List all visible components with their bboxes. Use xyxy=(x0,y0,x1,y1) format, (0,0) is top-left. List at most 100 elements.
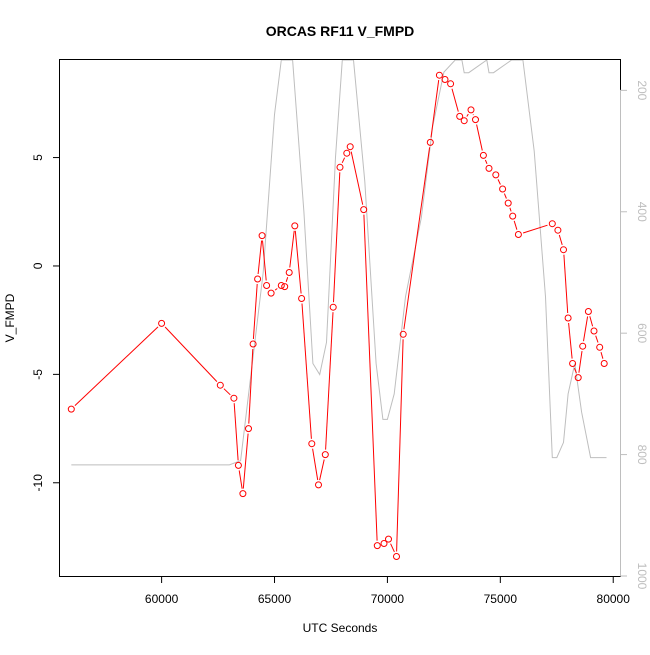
data-point xyxy=(361,207,367,213)
x-tick-label: 60000 xyxy=(145,592,179,606)
y-tick-label: -5 xyxy=(31,369,45,380)
series-line-segment xyxy=(243,434,248,489)
series-line-segment xyxy=(579,351,582,373)
data-point xyxy=(299,296,305,302)
series-line-segment xyxy=(596,336,598,343)
y2-tick-label: 200 xyxy=(635,80,649,100)
y2-tick-label: 600 xyxy=(635,323,649,343)
series-line-segment xyxy=(234,403,238,460)
data-point xyxy=(330,304,336,310)
series-line-segment xyxy=(564,255,568,313)
data-point xyxy=(500,186,506,192)
series-line-segment xyxy=(224,389,230,395)
series-line-segment xyxy=(313,449,318,480)
data-point xyxy=(231,395,237,401)
plot-frame xyxy=(60,60,621,577)
series-line-segment xyxy=(477,125,483,151)
series-line-segment xyxy=(320,460,325,481)
data-point xyxy=(505,200,511,206)
data-point xyxy=(337,164,343,170)
y2-tick-label: 1000 xyxy=(635,563,649,590)
data-point xyxy=(292,223,298,229)
data-point xyxy=(264,283,270,289)
y-axis-label: V_FMPD xyxy=(3,293,17,342)
data-point xyxy=(386,536,392,542)
series-line-segment xyxy=(584,316,588,341)
series-line-segment xyxy=(364,215,377,541)
series-line-pressure xyxy=(71,60,606,465)
data-point xyxy=(468,107,474,113)
data-point xyxy=(344,150,350,156)
series-line-segment xyxy=(342,158,344,163)
data-point xyxy=(374,543,380,549)
series-line-segment xyxy=(351,152,363,205)
y2-tick-label: 400 xyxy=(635,202,649,222)
data-point xyxy=(68,406,74,412)
series-line-segment xyxy=(559,235,562,245)
data-point xyxy=(259,233,265,239)
data-point xyxy=(601,361,607,367)
series-line-segment xyxy=(295,231,301,294)
series-line-segment xyxy=(514,221,517,230)
x-tick-label: 65000 xyxy=(258,592,292,606)
data-point xyxy=(436,72,442,78)
series-line-segment xyxy=(498,179,500,184)
series-line-segment xyxy=(258,241,262,274)
series-line-segment xyxy=(165,327,217,382)
data-point xyxy=(322,452,328,458)
series-line-segment xyxy=(467,114,469,116)
data-point xyxy=(580,343,586,349)
series-line-segment xyxy=(431,80,439,137)
data-point xyxy=(486,165,492,171)
data-point xyxy=(240,491,246,497)
x-axis-label: UTC Seconds xyxy=(303,621,378,635)
data-point xyxy=(235,462,241,468)
series-line-segment xyxy=(239,470,242,488)
series-line-segment xyxy=(334,172,340,302)
data-point xyxy=(575,375,581,381)
series-line-segment xyxy=(504,194,506,199)
series-line-segment xyxy=(75,327,158,406)
series-line-segment xyxy=(452,89,458,112)
data-point xyxy=(268,290,274,296)
data-point xyxy=(515,232,521,238)
x-tick-label: 80000 xyxy=(597,592,631,606)
data-point xyxy=(286,270,292,276)
data-point xyxy=(591,328,597,334)
series-line-segment xyxy=(523,225,547,233)
y-axis: -10-505 xyxy=(31,154,60,492)
data-point xyxy=(448,81,454,87)
series-line-segment xyxy=(275,289,277,291)
chart-title: ORCAS RF11 V_FMPD xyxy=(266,23,415,39)
data-point xyxy=(549,221,555,227)
data-point xyxy=(394,554,400,560)
data-point xyxy=(255,276,261,282)
data-point xyxy=(316,482,322,488)
y2-tick-label: 800 xyxy=(635,445,649,465)
data-point xyxy=(347,144,353,150)
series-line-segment xyxy=(601,352,603,359)
series-line-segment xyxy=(286,277,288,282)
series-line-segment xyxy=(569,323,573,359)
series-line-segment xyxy=(290,231,294,268)
pressure-series-layer xyxy=(71,60,606,465)
data-point xyxy=(473,117,479,123)
y2-axis: 200 400 600 800 1000 xyxy=(620,80,649,589)
data-point xyxy=(217,382,223,388)
data-point xyxy=(555,227,561,233)
data-point xyxy=(561,247,567,253)
series-line-segment xyxy=(302,304,311,439)
y-tick-label: 0 xyxy=(31,262,45,269)
data-point xyxy=(510,213,516,219)
series-line-segment xyxy=(397,339,404,551)
series-line-segment xyxy=(404,147,430,329)
v-fmpd-series-layer xyxy=(68,72,607,559)
series-line-segment xyxy=(485,160,487,164)
data-point xyxy=(309,441,315,447)
data-point xyxy=(461,118,467,124)
data-point xyxy=(585,309,591,315)
data-point xyxy=(480,152,486,158)
data-point xyxy=(250,341,256,347)
